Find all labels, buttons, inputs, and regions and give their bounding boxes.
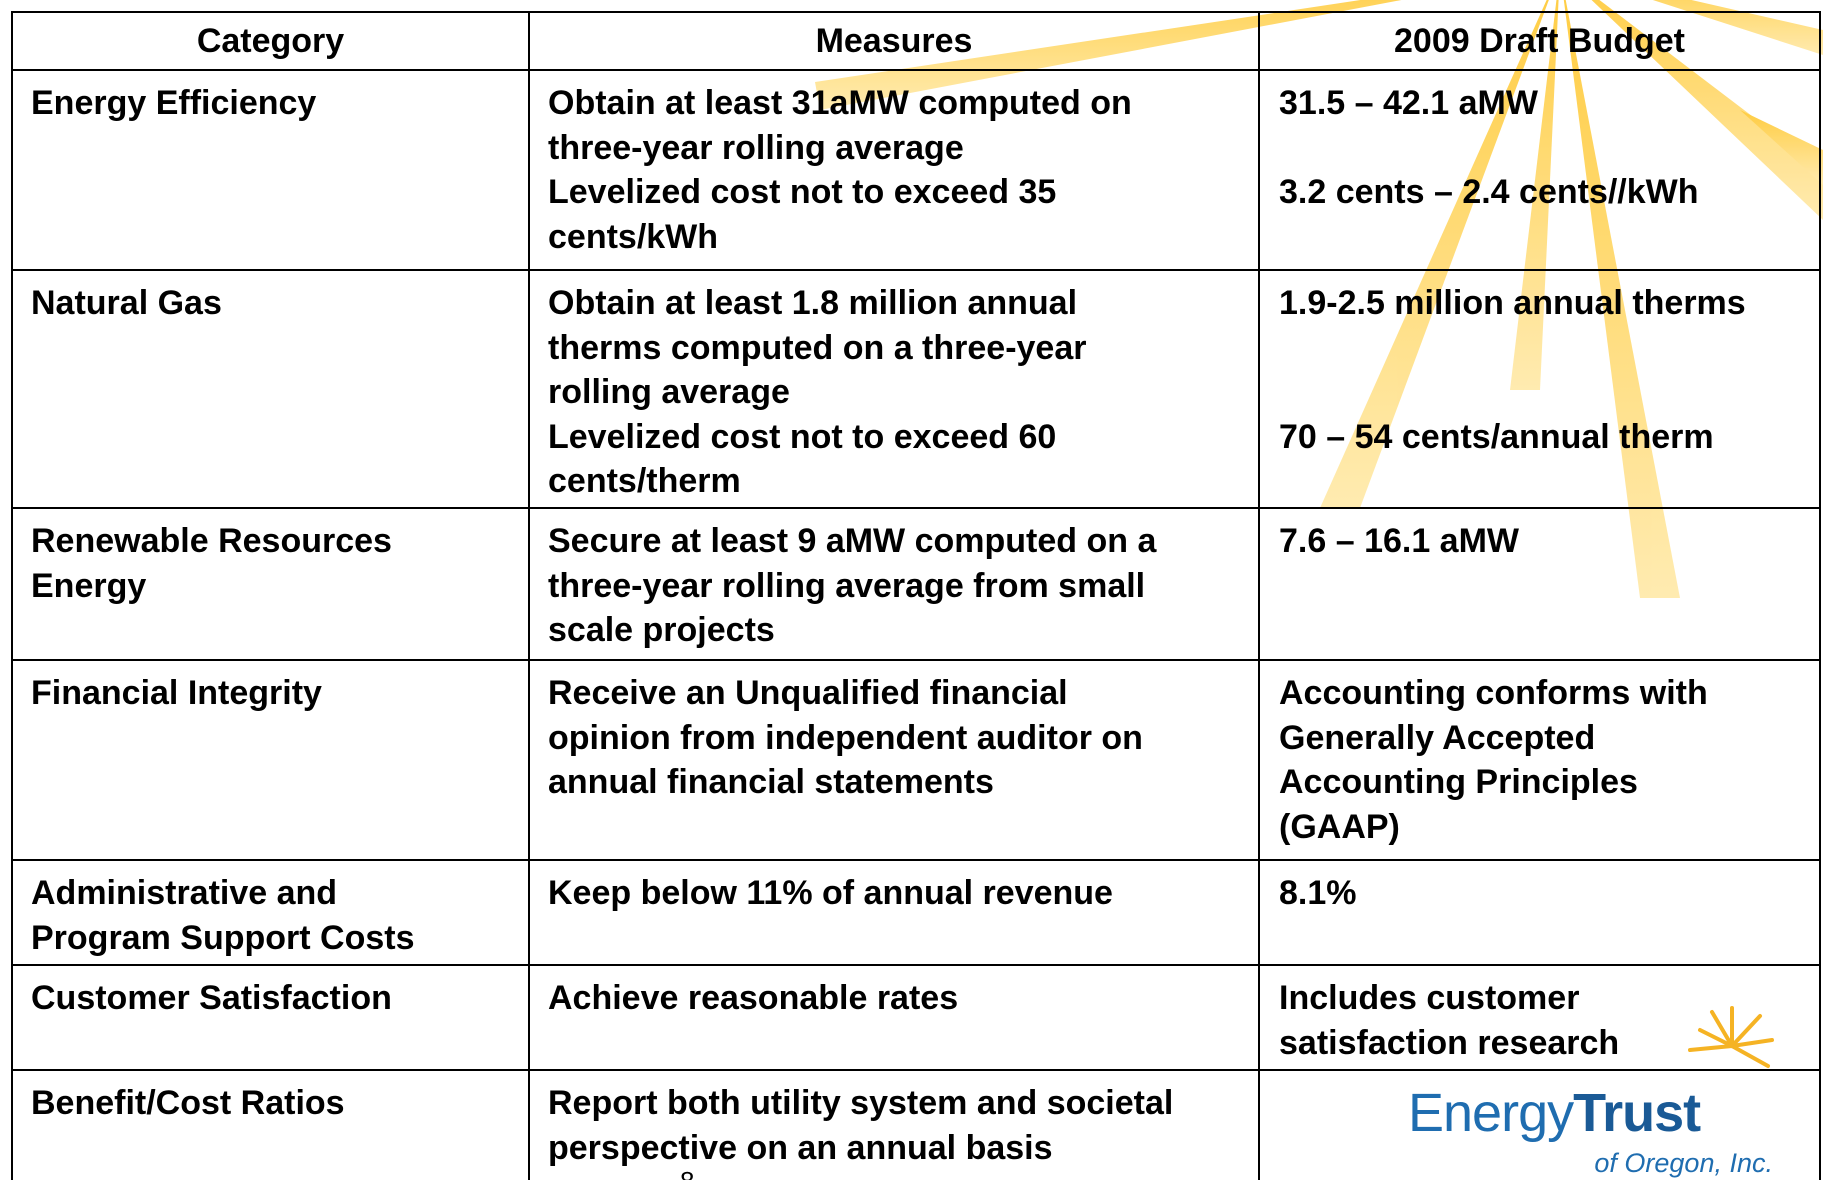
category-text: Energy Efficiency	[31, 84, 317, 122]
measure-text: Achieve reasonable rates	[548, 979, 959, 1017]
ray	[1740, 110, 1823, 185]
grid-line	[12, 964, 1820, 966]
ray	[1591, 0, 1823, 220]
measure-text: scale projects	[548, 611, 775, 649]
budget-text: 31.5 – 42.1 aMW	[1279, 84, 1538, 122]
category-text: Financial Integrity	[31, 674, 322, 712]
ray	[1652, 0, 1823, 55]
logo-subtitle: of Oregon, Inc.	[1594, 1148, 1773, 1178]
measure-text: Receive an Unqualified financial	[548, 674, 1068, 712]
measure-text: three-year rolling average	[548, 128, 964, 167]
measure-text: Keep below 11% of annual revenue	[548, 874, 1113, 912]
category-text: Administrative and	[31, 874, 338, 912]
logo-word: Trust	[1573, 1083, 1701, 1143]
measure-text: perspective on an annual basis	[548, 1128, 1053, 1167]
grid-line	[12, 1069, 1820, 1071]
measure-text: rolling average	[548, 373, 790, 411]
category-text: Renewable Resources	[31, 522, 392, 560]
measure-text: therms computed on a three-year	[548, 328, 1087, 367]
grid-line	[12, 269, 1820, 271]
grid-line	[12, 859, 1820, 861]
logo-word: Energy	[1408, 1083, 1574, 1143]
grid-line	[12, 11, 1820, 13]
grid-line	[1819, 11, 1821, 1180]
measure-text: three-year rolling average from small	[548, 566, 1146, 605]
header-cell: Category	[196, 22, 345, 60]
budget-text: Accounting conforms with	[1279, 674, 1708, 712]
ray	[1510, 0, 1559, 390]
logo-sun	[1688, 1006, 1774, 1068]
budget-text: Accounting Principles	[1279, 763, 1638, 801]
measure-text: Levelized cost not to exceed 60	[548, 417, 1057, 456]
ray	[815, 0, 1402, 110]
measure-text: Levelized cost not to exceed 35	[548, 173, 1057, 211]
grid-line	[1258, 11, 1260, 1180]
category-text: Customer Satisfaction	[31, 979, 392, 1017]
budget-text: 8.1%	[1279, 874, 1357, 912]
measure-text: cents/kWh	[548, 217, 719, 256]
category-text: Energy	[31, 566, 147, 605]
measure-text: Report both utility system and societal	[548, 1084, 1174, 1122]
measure-text: Obtain at least 31aMW computed on	[548, 84, 1132, 122]
category-text: Program Support Costs	[31, 918, 415, 957]
budget-text: 7.6 – 16.1 aMW	[1279, 522, 1520, 560]
logo-text: EnergyTrust	[1408, 1082, 1701, 1144]
category-text: Benefit/Cost Ratios	[31, 1084, 345, 1122]
grid-line	[12, 507, 1820, 509]
measure-text: cents/therm	[548, 462, 741, 500]
budget-text: satisfaction research	[1279, 1023, 1620, 1062]
grid-line	[12, 69, 1820, 71]
budget-text: 3.2 cents – 2.4 cents//kWh	[1279, 173, 1699, 211]
category-text: Natural Gas	[31, 284, 222, 322]
page-number: 8	[680, 1166, 694, 1180]
header-cell: 2009 Draft Budget	[1394, 22, 1685, 60]
ray	[1320, 0, 1549, 508]
budget-text: (GAAP)	[1279, 807, 1400, 846]
ray	[1563, 0, 1680, 598]
grid-line	[11, 11, 13, 1180]
grid-line	[528, 11, 530, 1180]
measure-text: Secure at least 9 aMW computed on a	[548, 522, 1157, 560]
budget-text: 1.9-2.5 million annual therms	[1279, 284, 1746, 322]
measure-text: annual financial statements	[548, 763, 994, 801]
budget-text: Includes customer	[1279, 979, 1580, 1017]
measure-text: Obtain at least 1.8 million annual	[548, 284, 1078, 322]
measure-text: opinion from independent auditor on	[548, 718, 1143, 757]
budget-text: Generally Accepted	[1279, 718, 1596, 757]
grid-line	[12, 659, 1820, 661]
header-cell: Measures	[815, 22, 973, 60]
budget-text: 70 – 54 cents/annual therm	[1279, 417, 1714, 456]
